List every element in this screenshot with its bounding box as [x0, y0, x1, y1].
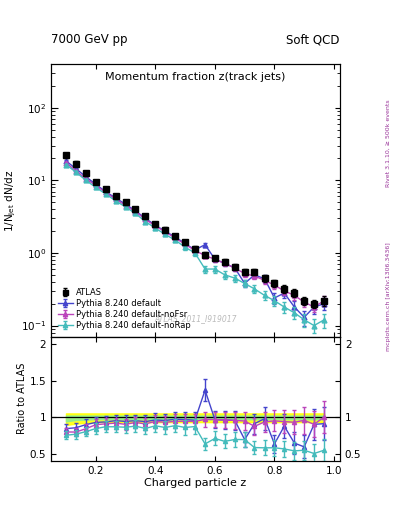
- Text: mcplots.cern.ch [arXiv:1306.3436]: mcplots.cern.ch [arXiv:1306.3436]: [386, 243, 391, 351]
- Legend: ATLAS, Pythia 8.240 default, Pythia 8.240 default-noFsr, Pythia 8.240 default-no: ATLAS, Pythia 8.240 default, Pythia 8.24…: [55, 285, 193, 333]
- Text: Soft QCD: Soft QCD: [286, 33, 340, 46]
- Text: ATLAS_2011_I919017: ATLAS_2011_I919017: [154, 314, 237, 323]
- Text: 7000 GeV pp: 7000 GeV pp: [51, 33, 128, 46]
- Y-axis label: Ratio to ATLAS: Ratio to ATLAS: [17, 363, 27, 435]
- Text: Momentum fraction z(track jets): Momentum fraction z(track jets): [105, 72, 286, 82]
- Y-axis label: 1/N$_\mathrm{jet}$ dN/dz: 1/N$_\mathrm{jet}$ dN/dz: [4, 169, 18, 231]
- Text: Rivet 3.1.10, ≥ 500k events: Rivet 3.1.10, ≥ 500k events: [386, 99, 391, 187]
- X-axis label: Charged particle z: Charged particle z: [144, 478, 247, 488]
